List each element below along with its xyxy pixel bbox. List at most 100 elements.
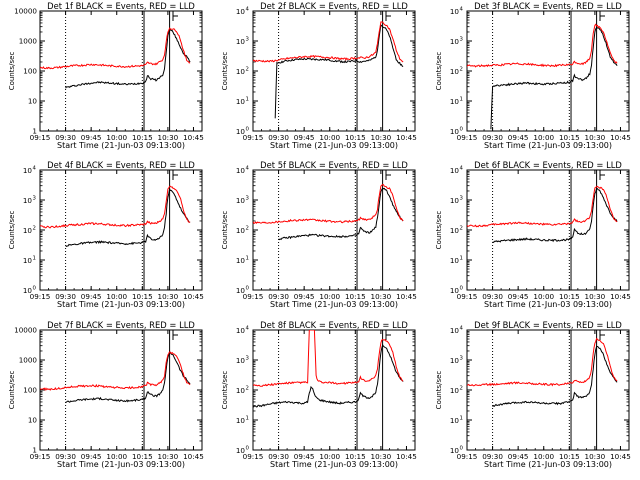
x-tick-label: 10:45 <box>183 292 204 301</box>
x-tick-label: 09:30 <box>55 452 76 461</box>
y-axis-label: Counts/sec <box>8 371 16 410</box>
series-line-events <box>490 26 618 130</box>
y-tick-label: 10000 <box>14 326 37 335</box>
y-tick-label: 10 <box>236 127 246 136</box>
x-tick-label: 09:30 <box>55 133 76 142</box>
y-tick-exponent: 4 <box>460 7 464 13</box>
y-tick-label: 1 <box>32 127 37 136</box>
y-tick-label: 10 <box>236 97 246 106</box>
y-tick-exponent: 3 <box>460 37 463 43</box>
series-group <box>467 337 618 407</box>
panel-title: Det 7f BLACK = Events, RED = LLD <box>47 320 195 330</box>
series-group <box>253 21 404 119</box>
x-tick-label: 10:15 <box>559 133 580 142</box>
x-tick-label: 09:15 <box>243 452 264 461</box>
series-line-lld <box>40 185 191 229</box>
y-tick-label: 10 <box>23 166 33 175</box>
x-tick-label: 10:00 <box>533 292 554 301</box>
y-tick-label: 10 <box>450 67 460 76</box>
y-axis-label: Counts/sec <box>8 211 16 250</box>
panel-det-3: Det 3f BLACK = Events, RED = LLD 09:15 09:… <box>435 1 631 150</box>
y-tick-exponent: 3 <box>246 196 249 202</box>
panel-det-5: Det 5f BLACK = Events, RED = LLD 09:15 09:… <box>221 160 417 309</box>
y-tick-label: 10 <box>236 166 246 175</box>
x-tick-label: 10:15 <box>132 292 153 301</box>
y-tick-exponent: 4 <box>246 326 250 332</box>
x-tick-label: 10:30 <box>158 292 179 301</box>
y-tick-label: 10 <box>450 127 460 136</box>
y-tick-label: 10 <box>450 386 460 395</box>
y-tick-exponent: 4 <box>246 166 250 172</box>
x-tick-label: 10:00 <box>319 292 340 301</box>
x-tick-label: 10:00 <box>106 133 127 142</box>
x-axis-label: Start Time (21-Jun-03 09:13:00) <box>270 300 398 309</box>
y-tick-exponent: 4 <box>460 326 464 332</box>
y-tick-exponent: 1 <box>460 97 463 103</box>
panel-det-9: Det 9f BLACK = Events, RED = LLD 09:15 09:… <box>435 320 631 469</box>
x-tick-label: 10:15 <box>132 133 153 142</box>
x-tick-label: 10:30 <box>585 133 606 142</box>
y-tick-exponent: 1 <box>246 256 249 262</box>
y-tick-exponent: 0 <box>246 127 250 133</box>
x-tick-label: 09:30 <box>268 292 289 301</box>
series-group <box>40 27 191 89</box>
x-tick-label: 10:30 <box>371 452 392 461</box>
x-tick-label: 10:15 <box>345 292 366 301</box>
y-tick-label: 10 <box>236 446 246 455</box>
series-line-lld <box>467 337 618 387</box>
x-axis-label: Start Time (21-Jun-03 09:13:00) <box>270 460 398 469</box>
x-tick-label: 09:15 <box>30 452 51 461</box>
y-tick-label: 1 <box>32 446 37 455</box>
x-tick-label: 10:00 <box>533 452 554 461</box>
y-axis-label: Counts/sec <box>435 52 443 91</box>
y-tick-exponent: 1 <box>460 416 463 422</box>
x-tick-label: 10:30 <box>585 452 606 461</box>
panel-det-4: Det 4f BLACK = Events, RED = LLD 09:15 09:… <box>8 160 204 309</box>
x-tick-label: 09:30 <box>482 133 503 142</box>
panel-title: Det 9f BLACK = Events, RED = LLD <box>474 320 622 330</box>
panel-det-2: Det 2f BLACK = Events, RED = LLD 09:15 09:… <box>221 1 417 150</box>
y-tick-label: 10 <box>23 226 33 235</box>
y-tick-exponent: 4 <box>460 166 464 172</box>
y-tick-label: 10 <box>236 416 246 425</box>
x-tick-label: 10:45 <box>610 452 631 461</box>
y-tick-label: 10 <box>28 416 38 425</box>
y-tick-exponent: 4 <box>33 166 37 172</box>
x-tick-label: 09:15 <box>243 292 264 301</box>
panel-title: Det 4f BLACK = Events, RED = LLD <box>47 160 195 170</box>
series-line-lld <box>40 351 191 392</box>
x-tick-label: 09:15 <box>30 292 51 301</box>
y-tick-exponent: 0 <box>460 446 464 452</box>
y-tick-label: 10 <box>236 37 246 46</box>
panel-title: Det 8f BLACK = Events, RED = LLD <box>260 320 408 330</box>
y-axis-label: Counts/sec <box>221 211 229 250</box>
y-tick-label: 10 <box>450 446 460 455</box>
x-tick-label: 10:30 <box>585 292 606 301</box>
x-tick-label: 09:30 <box>482 452 503 461</box>
series-line-events <box>274 24 404 119</box>
y-tick-exponent: 2 <box>460 386 463 392</box>
x-tick-label: 09:30 <box>482 292 503 301</box>
series-line-events <box>492 345 618 407</box>
x-tick-label: 10:45 <box>183 452 204 461</box>
series-group <box>40 185 191 248</box>
y-tick-exponent: 2 <box>246 67 249 73</box>
y-tick-exponent: 3 <box>460 356 463 362</box>
y-tick-label: 1000 <box>19 37 38 46</box>
series-line-lld <box>253 184 404 225</box>
y-tick-exponent: 3 <box>246 356 249 362</box>
y-tick-exponent: 4 <box>246 7 250 13</box>
series-line-lld <box>40 27 191 70</box>
y-tick-label: 10 <box>236 286 246 295</box>
series-line-lld <box>253 21 404 63</box>
x-tick-label: 10:15 <box>132 452 153 461</box>
x-tick-label: 10:00 <box>319 452 340 461</box>
x-tick-label: 09:15 <box>30 133 51 142</box>
panel-title: Det 6f BLACK = Events, RED = LLD <box>474 160 622 170</box>
x-tick-label: 09:45 <box>294 133 315 142</box>
x-tick-label: 09:45 <box>81 452 102 461</box>
x-tick-label: 09:15 <box>243 133 264 142</box>
x-tick-label: 09:45 <box>508 452 529 461</box>
series-line-events <box>492 187 618 243</box>
